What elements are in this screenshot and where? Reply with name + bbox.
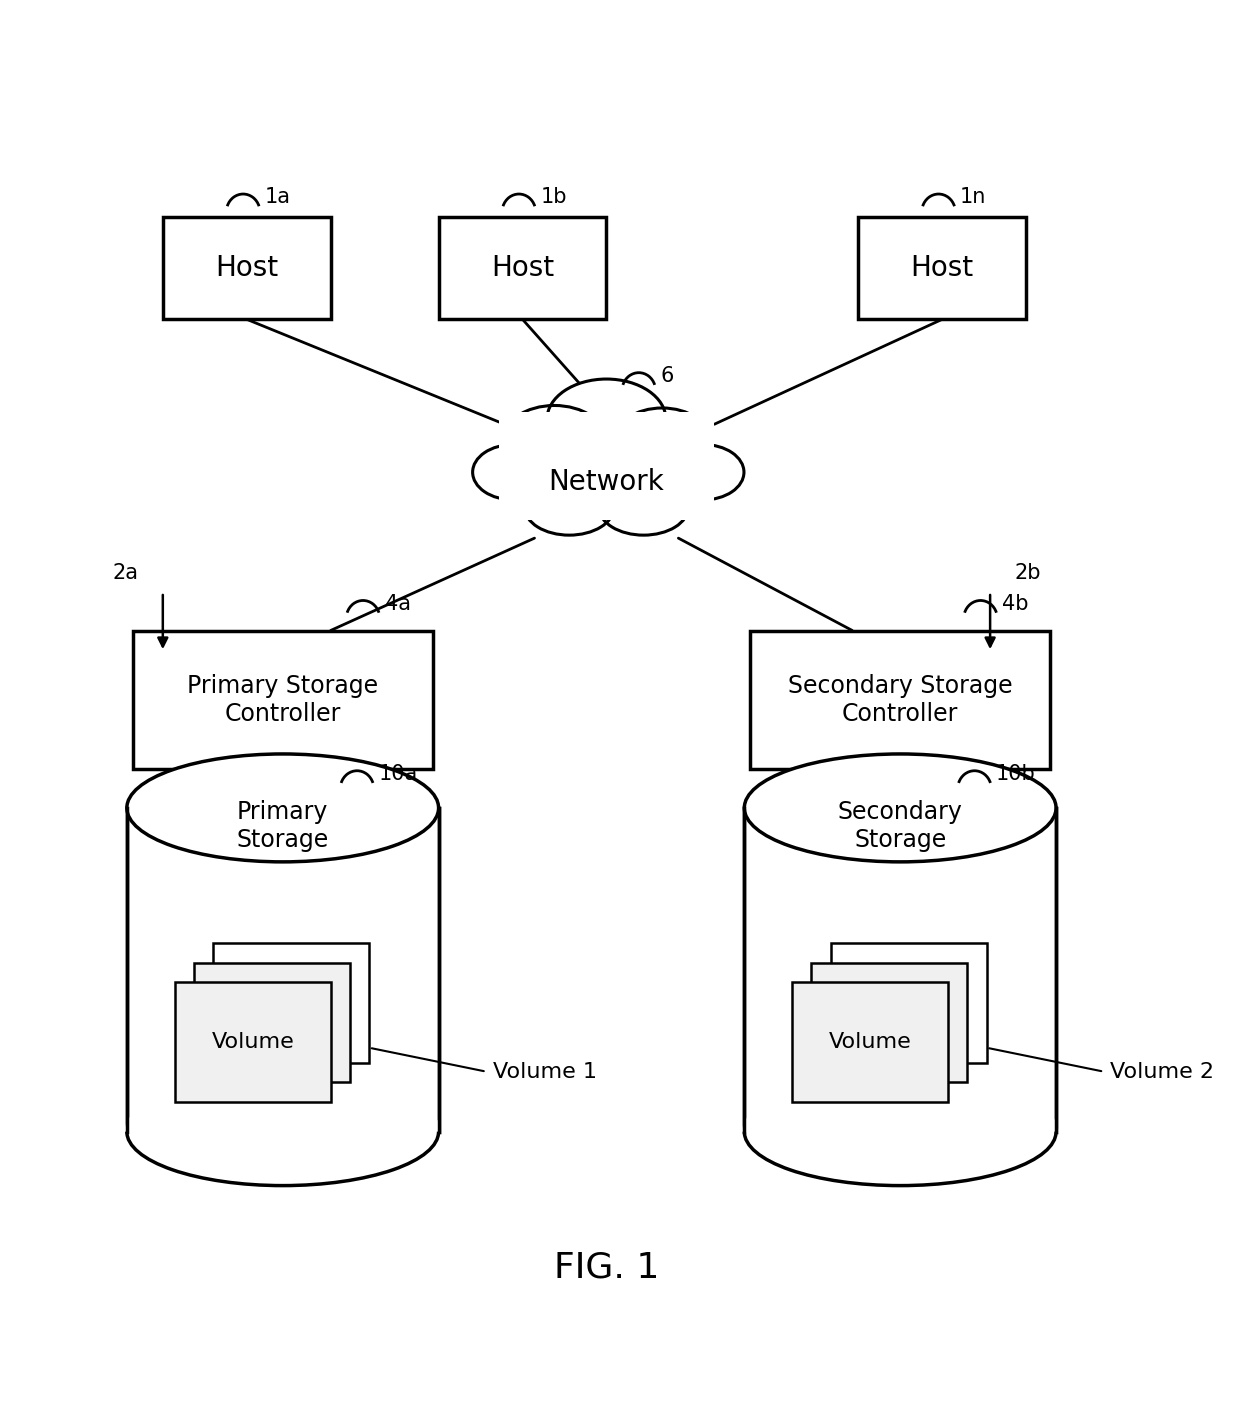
Text: Secondary
Storage: Secondary Storage [838, 801, 962, 851]
Text: 2b: 2b [1014, 562, 1040, 583]
Text: Volume 1: Volume 1 [492, 1062, 596, 1082]
Text: 1b: 1b [541, 188, 567, 208]
Text: Primary
Storage: Primary Storage [237, 801, 329, 851]
Ellipse shape [126, 754, 439, 861]
FancyBboxPatch shape [858, 217, 1025, 319]
Ellipse shape [614, 408, 711, 473]
Ellipse shape [472, 445, 554, 500]
Text: 4a: 4a [384, 593, 410, 614]
Text: Volume: Volume [211, 1032, 294, 1052]
Text: Secondary Storage
Controller: Secondary Storage Controller [787, 674, 1013, 726]
Ellipse shape [547, 378, 666, 460]
Text: Primary Storage
Controller: Primary Storage Controller [187, 674, 378, 726]
Text: Host: Host [216, 254, 278, 282]
FancyBboxPatch shape [750, 631, 1050, 770]
Text: Volume: Volume [828, 1032, 911, 1052]
Ellipse shape [742, 1076, 1059, 1187]
Ellipse shape [599, 480, 688, 535]
Text: 10b: 10b [996, 764, 1035, 784]
Ellipse shape [662, 445, 744, 500]
FancyBboxPatch shape [162, 217, 331, 319]
FancyBboxPatch shape [831, 943, 987, 1063]
FancyBboxPatch shape [193, 963, 350, 1083]
FancyBboxPatch shape [133, 631, 433, 770]
FancyBboxPatch shape [744, 808, 1056, 1131]
Text: 4b: 4b [1002, 593, 1029, 614]
FancyBboxPatch shape [439, 217, 606, 319]
FancyBboxPatch shape [498, 412, 714, 520]
Text: FIG. 1: FIG. 1 [554, 1250, 660, 1284]
Ellipse shape [744, 754, 1056, 861]
FancyBboxPatch shape [175, 981, 331, 1101]
Ellipse shape [525, 480, 614, 535]
Text: Network: Network [548, 467, 665, 496]
FancyBboxPatch shape [126, 808, 439, 1131]
Text: Volume 2: Volume 2 [1110, 1062, 1214, 1082]
Text: 1n: 1n [960, 188, 987, 208]
Ellipse shape [124, 1076, 441, 1187]
FancyBboxPatch shape [213, 943, 370, 1063]
Text: 2a: 2a [113, 562, 139, 583]
Ellipse shape [502, 405, 606, 476]
Text: Host: Host [491, 254, 554, 282]
Text: Host: Host [910, 254, 973, 282]
FancyBboxPatch shape [811, 963, 967, 1083]
Text: 10a: 10a [378, 764, 418, 784]
FancyBboxPatch shape [792, 981, 949, 1101]
Text: 6: 6 [661, 366, 673, 385]
Text: 1a: 1a [264, 188, 290, 208]
